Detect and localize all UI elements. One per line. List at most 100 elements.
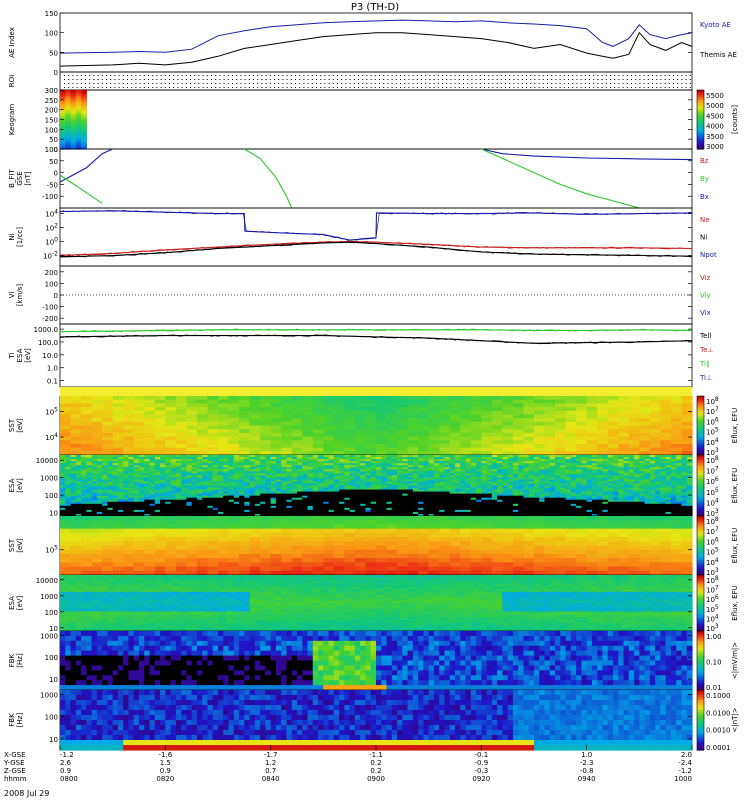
- sst_e-cell: [439, 399, 451, 404]
- esa_e-cell: [412, 469, 419, 472]
- sst_e-cell: [439, 451, 451, 456]
- sst_e-cell: [607, 451, 619, 456]
- esa_e-cell: [270, 455, 277, 458]
- esa_e-cell: [291, 509, 298, 513]
- sst_e-cell: [555, 410, 567, 416]
- sst_e-cell: [60, 410, 72, 416]
- esa_e-cell: [528, 497, 535, 501]
- sst_e-cell: [534, 429, 546, 434]
- esa_e-cell: [102, 479, 108, 483]
- esa_e-cell: [312, 467, 319, 470]
- sst_e-cell: [207, 451, 219, 456]
- esa_e-cell: [354, 497, 361, 501]
- esa_e-cell: [470, 493, 477, 497]
- roi-dot: [496, 83, 498, 84]
- esa_e-cell: [476, 493, 482, 497]
- roi-dot: [668, 75, 670, 76]
- roi-dot: [194, 79, 196, 80]
- esa_e-cell: [81, 489, 87, 493]
- sst_e-cell: [281, 396, 293, 401]
- esa_e-cell: [418, 511, 424, 515]
- esa_e-cell: [581, 487, 588, 491]
- esa_e-cell: [397, 477, 403, 480]
- esa_e-cell: [586, 481, 593, 485]
- esa_e-cell: [275, 477, 282, 480]
- esa_e-cell: [191, 479, 198, 483]
- esa_e-cell: [360, 465, 367, 468]
- esa_e-cell: [565, 475, 572, 478]
- esa_e-cell: [460, 469, 467, 472]
- esa_e-cell: [386, 471, 393, 474]
- sst_e-cell: [70, 396, 82, 401]
- esa_e-cell: [144, 479, 151, 483]
- sst_e-cell: [565, 432, 577, 438]
- esa_e-cell: [323, 465, 330, 468]
- sst_e-cell: [312, 443, 324, 449]
- esa_e-cell: [160, 473, 166, 476]
- esa_e-cell: [249, 487, 256, 491]
- roi-dot: [395, 79, 397, 80]
- esa_e-cell: [502, 467, 509, 470]
- sst_e-cell: [312, 440, 324, 445]
- esa_e-cell: [75, 475, 82, 478]
- esa_e-cell: [286, 457, 293, 460]
- esa_e-cell: [75, 499, 82, 503]
- esa_e-cell: [196, 471, 203, 474]
- keogram-cell: [65, 100, 72, 104]
- esa_e-cell: [318, 479, 324, 483]
- roi-dot: [261, 83, 263, 84]
- esa_e-cell: [339, 455, 345, 458]
- roi-dot: [332, 87, 334, 88]
- sst_e-cell: [534, 432, 546, 438]
- roi-dot: [555, 83, 557, 84]
- esa_e-cell: [576, 455, 582, 458]
- esa_e-cell: [260, 481, 266, 485]
- sst_e-cell: [555, 443, 567, 449]
- roi-dot: [143, 79, 145, 80]
- esa_e-cell: [175, 499, 182, 503]
- sst_e-cell: [123, 410, 135, 416]
- esa_e-cell: [444, 499, 451, 503]
- esa_e-cell: [75, 489, 82, 493]
- roi-dot: [248, 83, 250, 84]
- sst_e-cell: [491, 432, 503, 438]
- esa_e-cell: [102, 483, 108, 487]
- ni-legend-label: Npot: [700, 251, 717, 259]
- esa_e-cell: [144, 507, 151, 511]
- sst_e-cell: [428, 447, 440, 452]
- esa_e-cell: [539, 455, 546, 458]
- roi-dot: [626, 79, 628, 80]
- sst_e-cell: [123, 432, 135, 438]
- sst_e-cell: [207, 396, 219, 401]
- esa_e-cell: [439, 489, 446, 493]
- sst_e-cell: [81, 421, 93, 427]
- esa_e-cell: [386, 511, 393, 515]
- sst_e-cell: [439, 447, 451, 452]
- roi-dot: [513, 79, 515, 80]
- roi-dot: [303, 83, 305, 84]
- esa_e-cell: [386, 459, 393, 462]
- esa_e-cell: [144, 467, 151, 470]
- sst_e-cell: [449, 436, 461, 441]
- esa_e-cell: [449, 501, 456, 505]
- sst_e-cell: [660, 399, 672, 404]
- ae-ytick-label: 50: [49, 49, 58, 57]
- esa_e-cell: [160, 511, 166, 515]
- sst_e-cell: [418, 425, 430, 430]
- esa_e-cell: [476, 459, 482, 462]
- sst_e-cell: [660, 432, 672, 438]
- esa_e-cell: [160, 465, 166, 468]
- roi-dot: [127, 79, 128, 80]
- sst_e-cell: [228, 414, 240, 419]
- esa_e-cell: [117, 459, 124, 462]
- esa_e-cell: [81, 459, 87, 462]
- esa_e-cell: [207, 485, 214, 489]
- ni-series-noise: [59, 210, 693, 241]
- esa_e-cell: [181, 491, 187, 495]
- sst_e-cell: [249, 443, 261, 449]
- esa_e-cell: [275, 467, 282, 470]
- roi-dot: [656, 75, 658, 76]
- esa_e-cell: [286, 455, 293, 458]
- esa_e-cell: [423, 511, 430, 515]
- esa_e-cell: [291, 455, 298, 458]
